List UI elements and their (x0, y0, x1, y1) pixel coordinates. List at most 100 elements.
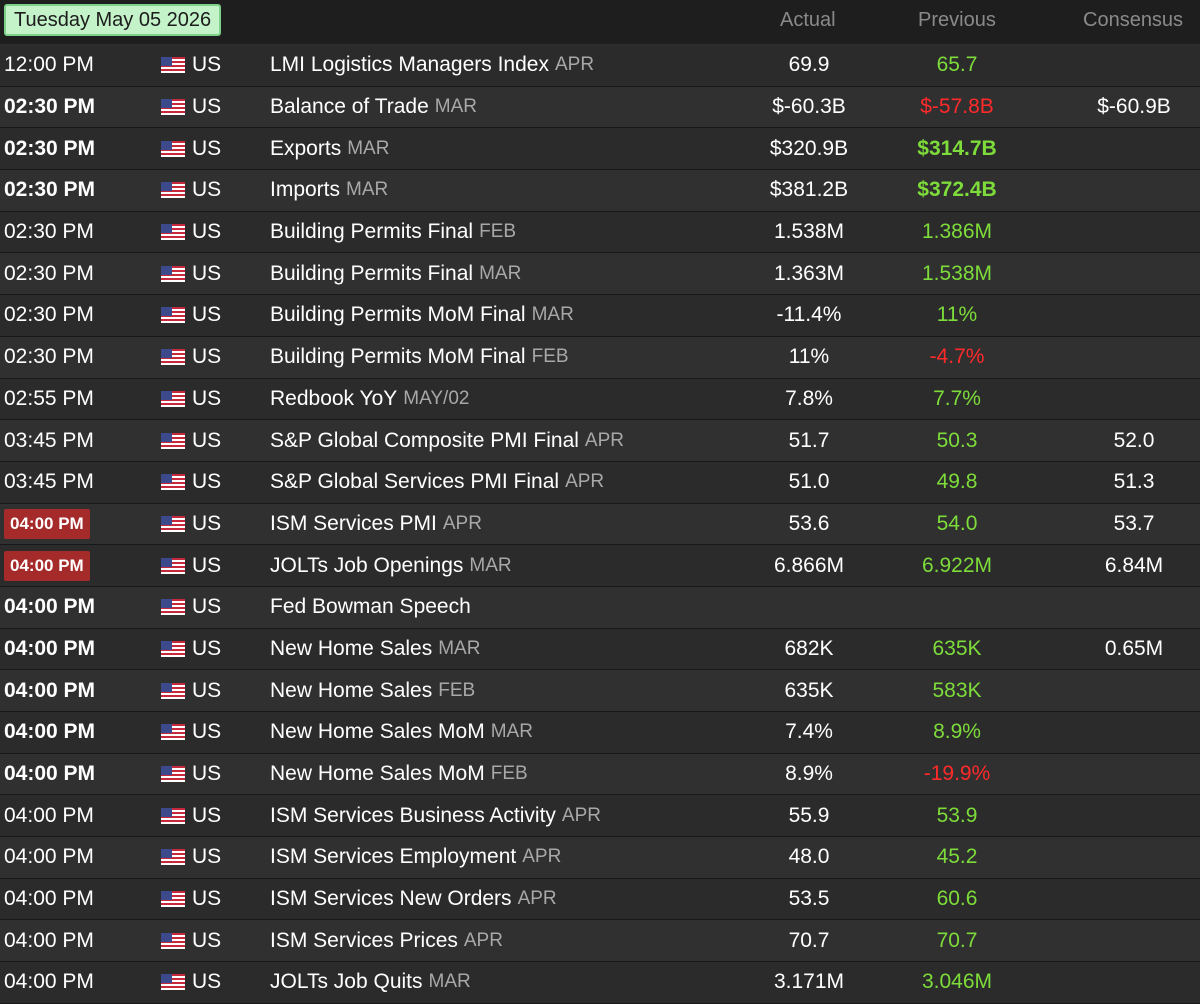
us-flag-icon (161, 128, 185, 169)
event-period: MAR (490, 721, 533, 743)
event-consensus (1065, 712, 1200, 753)
event-name-cell[interactable]: New Home Sales MoM MAR (270, 712, 533, 753)
calendar-row[interactable]: 04:00 PM US ISM Services Employment APR … (0, 837, 1200, 879)
event-name-cell[interactable]: Building Permits MoM Final FEB (270, 337, 569, 378)
event-name-cell[interactable]: Redbook YoY MAY/02 (270, 379, 469, 420)
event-name-cell[interactable]: JOLTs Job Openings MAR (270, 545, 512, 586)
event-country: US (192, 261, 222, 285)
event-name-cell[interactable]: New Home Sales MoM FEB (270, 754, 528, 795)
calendar-row[interactable]: 04:00 PM US ISM Services Prices APR 70.7… (0, 920, 1200, 963)
event-name: Building Permits Final (270, 220, 474, 244)
calendar-row[interactable]: 02:30 PM US Building Permits Final MAR 1… (0, 253, 1200, 296)
event-name: ISM Services Prices (270, 928, 458, 952)
event-name-cell[interactable]: S&P Global Composite PMI Final APR (270, 420, 624, 461)
event-name-cell[interactable]: ISM Services Prices APR (270, 920, 503, 961)
event-country: US (192, 386, 222, 410)
calendar-row[interactable]: 03:45 PM US S&P Global Services PMI Fina… (0, 461, 1200, 504)
event-consensus: 51.3 (1113, 470, 1155, 494)
calendar-row[interactable]: 04:00 PM US New Home Sales MoM FEB 8.9% … (0, 753, 1200, 796)
event-time: 02:30 PM (4, 295, 94, 336)
us-flag-icon (161, 170, 185, 211)
event-actual: 11% (788, 345, 830, 369)
event-actual: $381.2B (769, 178, 849, 202)
event-actual: 70.7 (788, 928, 830, 952)
calendar-row[interactable]: 02:30 PM US Building Permits MoM Final F… (0, 336, 1200, 379)
us-flag-icon (161, 962, 185, 1003)
event-actual: 3.171M (773, 970, 845, 994)
event-time: 04:00 PM (4, 504, 90, 545)
us-flag-icon (161, 670, 185, 711)
event-country: US (192, 845, 222, 869)
calendar-row[interactable]: 04:00 PM US New Home Sales MoM MAR 7.4% … (0, 712, 1200, 754)
event-previous: 635K (932, 636, 982, 660)
column-header-actual: Actual (780, 9, 836, 31)
event-name: Fed Bowman Speech (270, 595, 471, 619)
event-period: MAR (434, 96, 478, 118)
event-time: 04:00 PM (4, 670, 95, 711)
event-name-cell[interactable]: Balance of Trade MAR (270, 87, 477, 128)
event-consensus (1065, 837, 1200, 878)
event-name-cell[interactable]: JOLTs Job Quits MAR (270, 962, 471, 1003)
event-actual: 7.8% (785, 386, 833, 410)
event-consensus (1065, 45, 1200, 86)
event-time: 04:00 PM (4, 712, 95, 753)
calendar-row[interactable]: 04:00 PM US New Home Sales FEB 635K 583K (0, 670, 1200, 712)
event-time-label: 02:55 PM (4, 386, 94, 410)
calendar-row[interactable]: 02:30 PM US Building Permits MoM Final M… (0, 295, 1200, 337)
event-consensus (1065, 920, 1200, 961)
calendar-row[interactable]: 03:45 PM US S&P Global Composite PMI Fin… (0, 420, 1200, 462)
event-name-cell[interactable]: New Home Sales FEB (270, 670, 475, 711)
event-name: S&P Global Composite PMI Final (270, 428, 579, 452)
event-name: ISM Services Business Activity (270, 803, 556, 827)
event-previous: $314.7B (917, 136, 997, 160)
event-name-cell[interactable]: Imports MAR (270, 170, 388, 211)
event-name-cell[interactable]: ISM Services Employment APR (270, 837, 561, 878)
calendar-row[interactable]: 02:30 PM US Exports MAR $320.9B $314.7B (0, 128, 1200, 171)
event-actual: 55.9 (788, 803, 830, 827)
event-country: US (192, 595, 222, 619)
event-name: Balance of Trade (270, 95, 429, 119)
calendar-row[interactable]: 04:00 PM US ISM Services Business Activi… (0, 795, 1200, 838)
calendar-row[interactable]: 04:00 PM US New Home Sales MAR 682K 635K… (0, 628, 1200, 671)
us-flag-icon (161, 754, 185, 795)
event-name-cell[interactable]: ISM Services PMI APR (270, 504, 482, 545)
calendar-row[interactable]: 02:30 PM US Balance of Trade MAR $-60.3B… (0, 86, 1200, 129)
calendar-row[interactable]: 12:00 PM US LMI Logistics Managers Index… (0, 45, 1200, 87)
event-time-label: 04:00 PM (4, 508, 90, 539)
event-previous: $-57.8B (920, 95, 994, 119)
date-badge[interactable]: Tuesday May 05 2026 (4, 4, 222, 36)
event-name-cell[interactable]: Building Permits Final MAR (270, 253, 521, 294)
event-name-cell[interactable]: Exports MAR (270, 128, 389, 169)
event-name: ISM Services New Orders (270, 887, 512, 911)
event-name-cell[interactable]: Building Permits Final FEB (270, 212, 516, 253)
event-consensus (1065, 379, 1200, 420)
event-name-cell[interactable]: New Home Sales MAR (270, 629, 480, 670)
event-period: FEB (531, 346, 569, 368)
calendar-row[interactable]: 04:00 PM US ISM Services PMI APR 53.6 54… (0, 503, 1200, 546)
event-time: 12:00 PM (4, 45, 94, 86)
event-time: 04:00 PM (4, 962, 94, 1003)
event-name-cell[interactable]: LMI Logistics Managers Index APR (270, 45, 594, 86)
calendar-row[interactable]: 02:30 PM US Building Permits Final FEB 1… (0, 211, 1200, 254)
calendar-row[interactable]: 04:00 PM US ISM Services New Orders APR … (0, 878, 1200, 921)
event-name-cell[interactable]: Fed Bowman Speech (270, 587, 477, 628)
calendar-row[interactable]: 04:00 PM US Fed Bowman Speech (0, 586, 1200, 629)
event-time-label: 04:00 PM (4, 550, 90, 581)
event-period: MAR (346, 179, 389, 201)
event-period: MAR (428, 971, 471, 993)
event-name-cell[interactable]: Building Permits MoM Final MAR (270, 295, 574, 336)
event-name-cell[interactable]: S&P Global Services PMI Final APR (270, 462, 604, 503)
event-previous: 54.0 (936, 511, 978, 535)
calendar-row[interactable]: 02:55 PM US Redbook YoY MAY/02 7.8% 7.7% (0, 378, 1200, 421)
event-name-cell[interactable]: ISM Services New Orders APR (270, 879, 557, 920)
us-flag-icon (161, 87, 185, 128)
event-name-cell[interactable]: ISM Services Business Activity APR (270, 795, 601, 836)
event-country: US (192, 928, 222, 952)
calendar-row[interactable]: 04:00 PM US JOLTs Job Quits MAR 3.171M 3… (0, 962, 1200, 1004)
us-flag-icon (161, 462, 185, 503)
calendar-row[interactable]: 04:00 PM US JOLTs Job Openings MAR 6.866… (0, 545, 1200, 587)
event-name: Building Permits MoM Final (270, 345, 526, 369)
event-country: US (192, 553, 222, 577)
event-previous: 1.538M (921, 261, 993, 285)
calendar-row[interactable]: 02:30 PM US Imports MAR $381.2B $372.4B (0, 170, 1200, 212)
